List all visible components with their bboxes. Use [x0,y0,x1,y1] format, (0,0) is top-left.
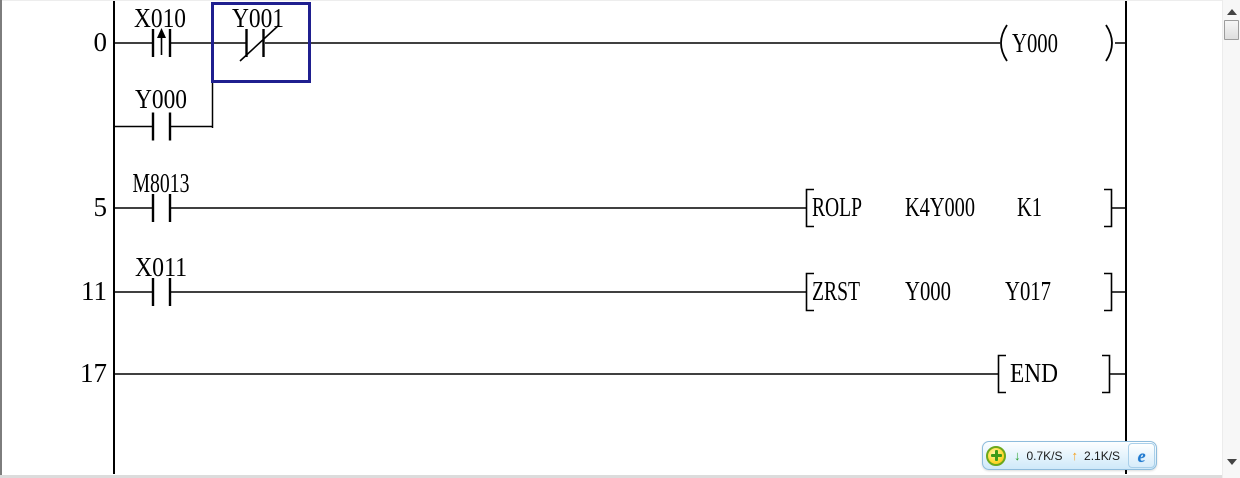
upload-speed-value: 2.1K/S [1084,448,1121,463]
ie-browser-button[interactable]: e [1128,443,1156,468]
window-border-bottom [0,475,1240,478]
step-number: 0 [94,27,108,57]
contact-y000[interactable]: Y000 [135,84,187,141]
scrollbar-down-button[interactable] [1223,454,1240,470]
contact-m8013[interactable]: M8013 [133,168,190,222]
step-number: 17 [80,358,107,388]
rung-0: 0 X010 Y001 Y000 Y000 [94,2,1126,141]
contact-label: M8013 [133,168,190,198]
instruction-right-bracket [1102,354,1111,394]
instruction-opcode: ZRST [812,276,860,306]
instruction-right-bracket [1104,272,1113,312]
step-number: 11 [81,276,107,306]
speed-monitor-icon[interactable] [986,445,1006,466]
rising-edge-arrowhead-icon [157,28,166,38]
instruction-operand: K4Y000 [905,192,975,222]
coil-left-paren [1000,24,1008,62]
scrollbar-down-icon [1226,459,1237,465]
contact-x010[interactable]: X010 [134,3,186,57]
vertical-scrollbar[interactable] [1222,0,1240,478]
normally-closed-slash [239,24,280,62]
rung-11: 11 X011 ZRST Y000 Y017 [81,252,1126,312]
instruction-operand: Y000 [905,276,951,306]
instruction-left-bracket [997,354,1006,394]
window-border-top [0,0,1240,1]
instruction-left-bracket [805,188,814,228]
instruction-rolp[interactable]: ROLP K4Y000 K1 [805,188,1113,228]
download-arrow-icon: ↓ [1014,448,1021,463]
power-rails [113,0,1127,474]
instruction-left-bracket [805,272,814,312]
selection-cursor [211,2,311,83]
branch-y000: Y000 [115,43,214,141]
instruction-opcode: ROLP [812,192,862,222]
coil-label: Y000 [1012,28,1058,58]
scrollbar-thumb[interactable] [1224,20,1239,40]
step-number: 5 [94,192,108,222]
coil-y000[interactable]: Y000 [1000,24,1113,62]
contact-x011[interactable]: X011 [135,252,187,306]
ie-browser-icon: e [1137,445,1146,466]
plus-icon-bar [990,454,1002,457]
instruction-opcode: END [1010,358,1058,388]
window-border-left [0,0,2,478]
contact-label: X011 [135,252,187,282]
contact-label: Y000 [135,84,187,114]
network-speed-widget[interactable]: ↓ 0.7K/S ↑ 2.1K/S e [982,441,1157,470]
instruction-operand: K1 [1017,192,1042,222]
rung-5: 5 M8013 ROLP K4Y000 K1 [94,168,1126,228]
instruction-zrst[interactable]: ZRST Y000 Y017 [805,272,1113,312]
scrollbar-up-button[interactable] [1223,4,1240,20]
scrollbar-up-icon [1226,9,1237,15]
download-speed-value: 0.7K/S [1026,448,1063,463]
coil-right-paren [1105,24,1113,62]
rung-17: 17 END [80,354,1126,394]
contact-y001[interactable]: Y001 [232,3,284,62]
upload-arrow-icon: ↑ [1071,448,1079,463]
contact-label: X010 [134,3,186,33]
instruction-right-bracket [1104,188,1113,228]
instruction-end[interactable]: END [997,354,1111,394]
instruction-operand: Y017 [1005,276,1051,306]
